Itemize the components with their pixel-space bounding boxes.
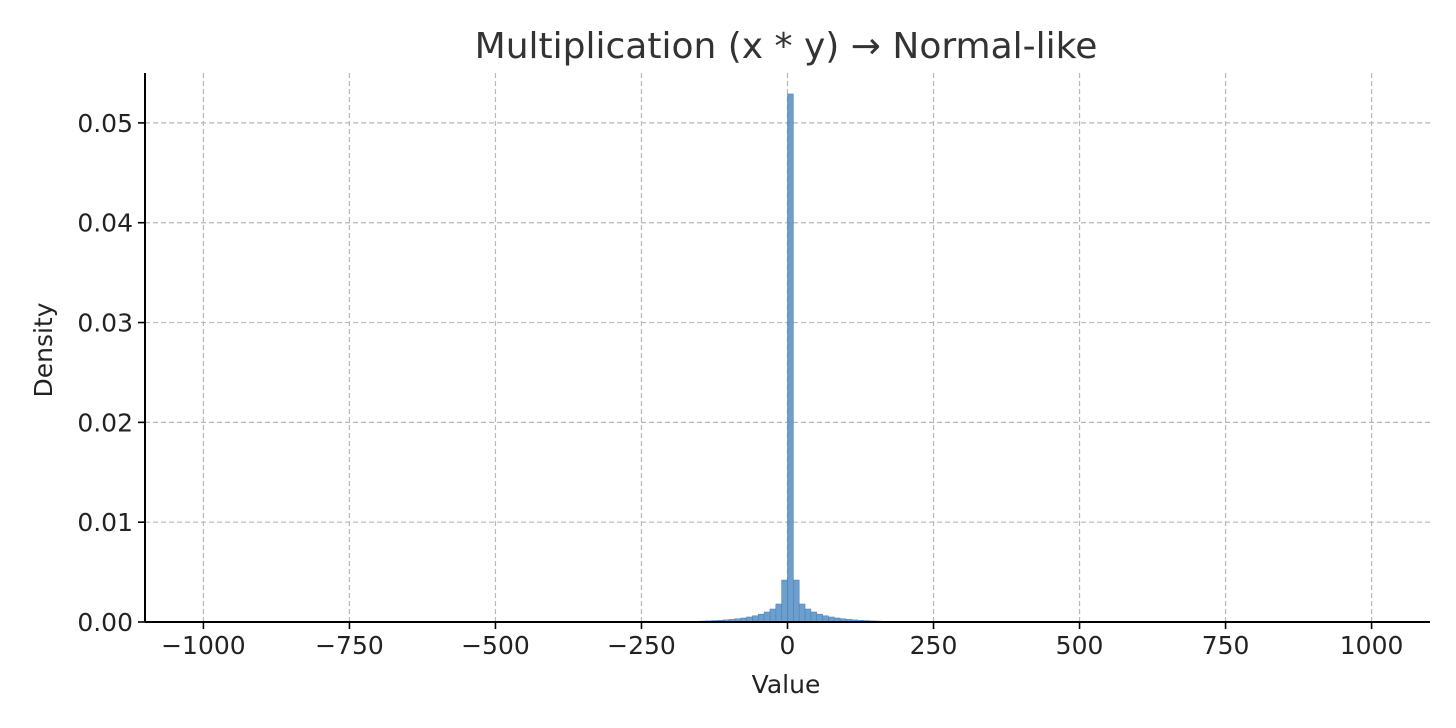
histogram-bar bbox=[804, 608, 812, 623]
x-tick-label: −750 bbox=[315, 631, 384, 660]
x-tick-label: −500 bbox=[461, 631, 530, 660]
x-tick-label: 0 bbox=[780, 631, 796, 660]
x-tick-label: −1000 bbox=[161, 631, 246, 660]
histogram-bar bbox=[798, 603, 806, 623]
histogram-bar bbox=[763, 611, 771, 623]
histogram-bars bbox=[687, 93, 888, 623]
histogram-bar bbox=[769, 608, 777, 623]
x-tick-label: −250 bbox=[607, 631, 676, 660]
histogram-bar bbox=[816, 613, 823, 623]
x-tick-label: 1000 bbox=[1340, 631, 1404, 660]
x-tick-label: 500 bbox=[1056, 631, 1104, 660]
y-axis-label: Density bbox=[29, 302, 58, 397]
y-tick-label: 0.00 bbox=[77, 608, 133, 637]
x-axis-label: Value bbox=[752, 670, 821, 699]
histogram-bar bbox=[781, 579, 788, 623]
y-axis-ticks: 0.00 0.01 0.02 0.03 0.04 0.05 bbox=[77, 109, 145, 637]
chart-title: Multiplication (x * y) → Normal-like bbox=[475, 26, 1098, 67]
histogram-bar bbox=[775, 603, 782, 623]
y-tick-label: 0.03 bbox=[77, 309, 133, 338]
x-tick-label: 250 bbox=[910, 631, 958, 660]
y-tick-label: 0.04 bbox=[77, 209, 133, 238]
histogram-bar bbox=[810, 611, 818, 623]
y-tick-label: 0.01 bbox=[77, 508, 133, 537]
histogram-bar bbox=[793, 579, 800, 623]
histogram-bar bbox=[757, 613, 765, 623]
histogram-bar bbox=[787, 93, 794, 623]
x-tick-label: 750 bbox=[1202, 631, 1250, 660]
y-tick-label: 0.05 bbox=[77, 109, 133, 138]
x-axis-ticks: −1000 −750 −500 −250 0 250 500 750 1000 bbox=[161, 622, 1403, 660]
y-tick-label: 0.02 bbox=[77, 408, 133, 437]
